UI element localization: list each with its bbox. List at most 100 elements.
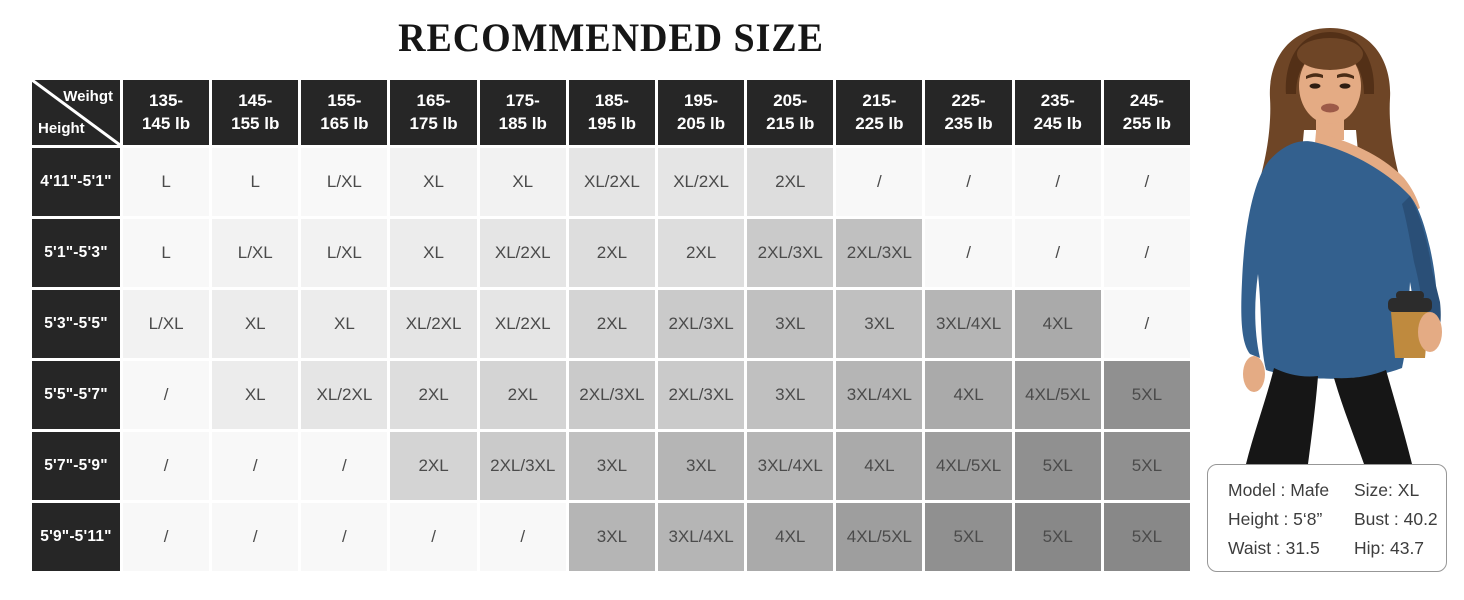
left-eyebrow <box>1306 73 1323 79</box>
hair-fringe <box>1297 38 1363 70</box>
size-cell: / <box>1103 219 1190 287</box>
size-cell: 5XL <box>1103 503 1190 571</box>
height-label-cell: 5'1"-5'3" <box>32 219 120 287</box>
left-leg <box>1246 368 1318 464</box>
size-cell: / <box>1103 290 1190 358</box>
size-cell: L/XL <box>301 148 388 216</box>
size-cell: / <box>301 432 388 500</box>
size-cell: / <box>1014 148 1101 216</box>
size-cell: 5XL <box>1014 503 1101 571</box>
size-cell: 2XL/3XL <box>836 219 923 287</box>
weight-header-cell: 185- 195 lb <box>568 80 655 145</box>
weight-header-cell: 215- 225 lb <box>836 80 923 145</box>
size-cell: XL/2XL <box>568 148 655 216</box>
size-cell: 4XL <box>747 503 834 571</box>
size-cell: 2XL <box>568 219 655 287</box>
weight-header-cell: 165- 175 lb <box>390 80 477 145</box>
size-cell: / <box>212 503 299 571</box>
size-cell: L/XL <box>123 290 210 358</box>
weight-header-cell: 235- 245 lb <box>1014 80 1101 145</box>
size-cell: XL <box>390 148 477 216</box>
model-photo <box>1196 2 1464 464</box>
size-cell: 3XL <box>568 432 655 500</box>
size-cell: / <box>479 503 566 571</box>
size-cell: 3XL <box>747 290 834 358</box>
size-cell: 2XL <box>747 148 834 216</box>
model-illustration <box>1241 28 1442 464</box>
size-cell: XL/2XL <box>657 148 745 216</box>
size-cell: 3XL <box>657 432 745 500</box>
corner-height-label: Height <box>38 120 85 137</box>
model-height: Height : 5‘8” <box>1228 509 1323 529</box>
left-eye <box>1309 83 1321 89</box>
sleeve-shading <box>1402 196 1441 350</box>
size-cell: L/XL <box>301 219 388 287</box>
size-cell: XL <box>479 148 566 216</box>
weight-header-cell: 205- 215 lb <box>747 80 834 145</box>
right-eye <box>1339 83 1351 89</box>
size-cell: / <box>212 432 299 500</box>
corner-weight-label: Weihgt <box>63 88 113 105</box>
size-cell: XL/2XL <box>479 290 566 358</box>
size-cell: 2XL/3XL <box>657 290 745 358</box>
size-cell: XL/2XL <box>390 290 477 358</box>
coffee-cup-lid <box>1388 298 1432 312</box>
size-cell: 2XL <box>390 361 477 429</box>
size-cell: XL <box>301 290 388 358</box>
height-label-cell: 5'3"-5'5" <box>32 290 120 358</box>
model-info-right-column: Size: XL Bust : 40.2 Hip: 43.7 <box>1354 480 1438 571</box>
size-cell: / <box>925 148 1012 216</box>
weight-header-cell: 135- 145 lb <box>123 80 210 145</box>
size-cell: / <box>925 219 1012 287</box>
size-cell: 3XL/4XL <box>747 432 834 500</box>
size-cell: XL <box>212 361 299 429</box>
size-cell: XL <box>212 290 299 358</box>
size-cell: 5XL <box>1103 432 1190 500</box>
right-eyebrow <box>1337 73 1354 79</box>
size-cell: 4XL/5XL <box>1014 361 1101 429</box>
size-cell: 4XL <box>1014 290 1101 358</box>
size-cell: 2XL <box>390 432 477 500</box>
size-cell: L <box>123 219 210 287</box>
height-label-cell: 5'7"-5'9" <box>32 432 120 500</box>
size-cell: L/XL <box>212 219 299 287</box>
top-garment <box>1241 141 1438 379</box>
model-bust: Bust : 40.2 <box>1354 509 1438 529</box>
size-cell: / <box>123 361 210 429</box>
right-leg <box>1334 370 1412 464</box>
height-label-cell: 5'9"-5'11" <box>32 503 120 571</box>
size-cell: 4XL <box>925 361 1012 429</box>
size-cell: 4XL <box>836 432 923 500</box>
height-label-cell: 5'5"-5'7" <box>32 361 120 429</box>
size-cell: 2XL <box>657 219 745 287</box>
size-cell: / <box>390 503 477 571</box>
model-hip: Hip: 43.7 <box>1354 538 1425 558</box>
size-cell: 2XL/3XL <box>657 361 745 429</box>
size-cell: 3XL <box>836 290 923 358</box>
page-title: RECOMMENDED SIZE <box>398 15 824 60</box>
model-name: Model : Mafe <box>1228 480 1330 500</box>
size-cell: 2XL/3XL <box>479 432 566 500</box>
size-cell: 2XL <box>568 290 655 358</box>
weight-header-cell: 225- 235 lb <box>925 80 1012 145</box>
model-info-box: Model : Mafe Height : 5‘8” Waist : 31.5 … <box>1207 464 1447 572</box>
size-cell: / <box>123 503 210 571</box>
right-hand <box>1418 312 1442 352</box>
size-cell: 3XL <box>568 503 655 571</box>
model-size: Size: XL <box>1354 480 1420 500</box>
size-cell: 2XL <box>479 361 566 429</box>
size-cell: / <box>1014 219 1101 287</box>
coffee-cup-lid-top <box>1396 291 1424 300</box>
size-chart-table: Weihgt Height 135- 145 lb 145- 155 lb 155-… <box>32 80 1190 571</box>
size-cell: L <box>123 148 210 216</box>
size-cell: 5XL <box>1103 361 1190 429</box>
left-hand <box>1243 356 1265 392</box>
size-cell: XL/2XL <box>479 219 566 287</box>
size-cell: 3XL/4XL <box>836 361 923 429</box>
diagonal-divider <box>32 80 120 145</box>
size-cell: 4XL/5XL <box>836 503 923 571</box>
size-cell: 3XL/4XL <box>657 503 745 571</box>
size-cell: / <box>836 148 923 216</box>
size-cell: XL <box>390 219 477 287</box>
corner-cell: Weihgt Height <box>32 80 120 145</box>
